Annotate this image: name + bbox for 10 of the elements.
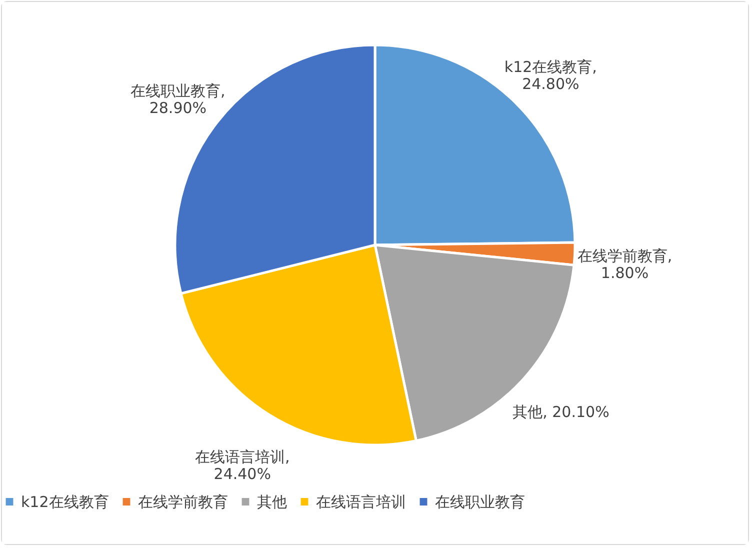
- text: 在线职业教育, 28.90%: [130, 82, 226, 118]
- legend-label: 在线语言培训: [316, 492, 406, 511]
- legend-label: 其他: [257, 492, 287, 511]
- text: 在线语言培训, 24.40%: [194, 448, 290, 483]
- text: 其他, 20.10%: [512, 403, 610, 422]
- text: k12在线教育, 24.80%: [504, 58, 597, 94]
- text: 在线学前教育, 1.80%: [577, 246, 672, 282]
- legend-label: k12在线教育: [21, 492, 109, 511]
- legend-label: 在线职业教育: [435, 492, 525, 511]
- legend-label: 在线学前教育: [138, 492, 228, 511]
